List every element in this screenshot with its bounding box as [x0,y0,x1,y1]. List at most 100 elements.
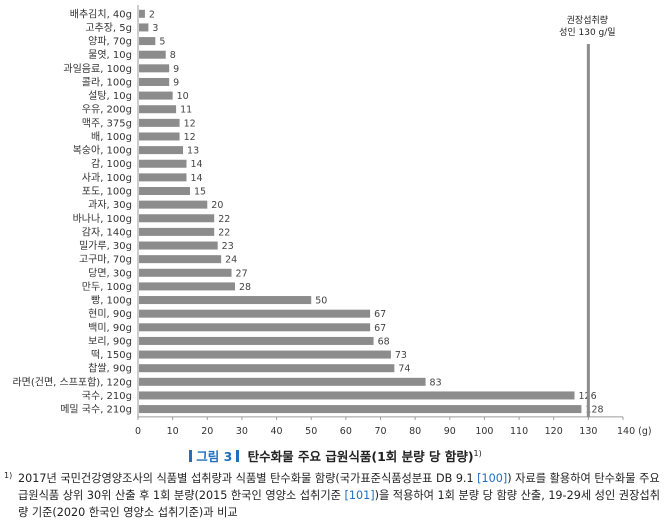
value-label: 12 [184,132,196,143]
bar [139,118,180,127]
category-label: 배, 100g [91,131,132,143]
bar [139,23,149,32]
category-label: 고구마, 70g [79,254,132,266]
category-label: 양파, 70g [88,36,132,48]
value-label: 13 [187,146,199,157]
category-label: 메밀 국수, 210g [60,404,132,416]
category-label: 만두, 100g [82,281,132,293]
bar [139,241,218,250]
category-label: 보리, 90g [88,335,132,347]
x-tick-label: 120 [545,426,563,437]
bar [139,255,222,264]
figure-title-superscript: 1) [473,448,482,458]
value-label: 83 [430,377,442,388]
bar [139,350,391,359]
category-label: 밀가루, 30g [79,240,132,252]
value-label: 8 [170,50,176,61]
reference-label-line2: 성인 130 g/일 [559,27,616,38]
value-label: 14 [191,159,203,170]
value-label: 27 [236,268,248,279]
bar [139,132,180,141]
value-label: 14 [191,173,203,184]
value-label: 22 [218,227,230,238]
value-label: 12 [184,118,196,129]
bar [139,323,371,332]
x-tick-label: 10 [167,426,179,437]
value-label: 23 [222,241,234,252]
category-label: 당면, 30g [88,267,132,279]
x-tick-label: 60 [340,426,352,437]
x-tick-label: 40 [271,426,283,437]
bar [139,64,170,73]
category-label: 과일음료, 100g [63,63,132,75]
bar [139,282,235,291]
category-label: 라면(건면, 스프포함), 120g [12,376,132,388]
value-label: 2 [149,9,155,20]
value-label: 15 [194,187,206,198]
value-label: 74 [398,364,410,375]
footnote-part-1: 2017년 국민건강영양조사의 식품별 섭취량과 식품별 탄수화물 함량(국가표… [18,472,478,485]
category-label: 감자, 140g [82,226,132,238]
x-tick-label: 110 [510,426,528,437]
footnote-text: 2017년 국민건강영양조사의 식품별 섭취량과 식품별 탄수화물 함량(국가표… [4,470,664,521]
footnote-part-2: ) 자료를 활용하여 탄수화물 주요 급원식품 상위 30위 산출 후 1회 분… [18,472,660,502]
value-label: 22 [218,214,230,225]
bar [139,37,156,46]
value-label: 68 [378,336,390,347]
bar [139,377,426,386]
category-label: 콜라, 100g [82,76,132,88]
x-tick-label: 140 (g) [617,426,652,437]
x-tick-label: 50 [305,426,317,437]
value-label: 5 [159,37,165,48]
reference-line [586,44,590,417]
bar [139,227,215,236]
x-tick-label: 20 [201,426,213,437]
footnote-ref-101[interactable]: [101] [344,489,375,502]
value-label: 3 [152,23,158,34]
value-label: 24 [225,255,237,266]
value-label: 9 [173,64,179,75]
category-label: 우유, 200g [82,104,132,116]
category-label: 바나나, 100g [73,213,132,225]
value-label: 20 [211,200,223,211]
bar [139,336,374,345]
category-label: 고추장, 5g [85,22,132,34]
bar [139,50,166,59]
category-label: 감, 100g [91,158,132,170]
bar [139,173,187,182]
x-tick-label: 70 [374,426,386,437]
category-label: 배추김치, 40g [70,8,132,20]
bar [139,146,184,155]
category-label: 복숭아, 100g [73,145,132,157]
value-label: 67 [374,323,386,334]
figure-title: 탄수화물 주요 급원식품(1회 분량 당 함량) [247,449,474,464]
category-label: 현미, 90g [88,308,132,320]
category-label: 백미, 90g [88,322,132,334]
bar [139,91,173,100]
category-label: 떡, 150g [91,349,132,361]
x-tick-label: 130 [579,426,597,437]
bar [139,214,215,223]
bar [139,9,145,18]
figure-caption: 그림 3 탄수화물 주요 급원식품(1회 분량 당 함량)1) [0,446,667,465]
category-label: 물엿, 10g [88,49,132,61]
bar [139,268,232,277]
category-label: 포도, 100g [82,187,132,198]
x-tick-label: 30 [236,426,248,437]
x-tick-label: 90 [444,426,456,437]
value-label: 11 [180,105,192,116]
footnote: 1) 2017년 국민건강영양조사의 식품별 섭취량과 식품별 탄수화물 함량(… [4,470,664,521]
value-label: 128 [585,405,603,416]
bar [139,405,582,414]
bar-chart: 0 10 20 30 40 50 60 70 80 90 100 110 120 130 140 (g) 배추… [12,5,652,437]
bar [139,159,187,168]
footnote-mark: 1) [4,471,13,480]
bar [139,200,208,209]
reference-label-line1: 권장섭취량 [567,14,608,26]
category-label: 국수, 210g [82,390,132,402]
footnote-ref-100[interactable]: [100] [477,472,508,485]
x-tick-label: 80 [409,426,421,437]
category-label: 과자, 30g [88,199,132,211]
figure-number: 그림 3 [196,449,233,464]
value-label: 10 [177,91,189,102]
